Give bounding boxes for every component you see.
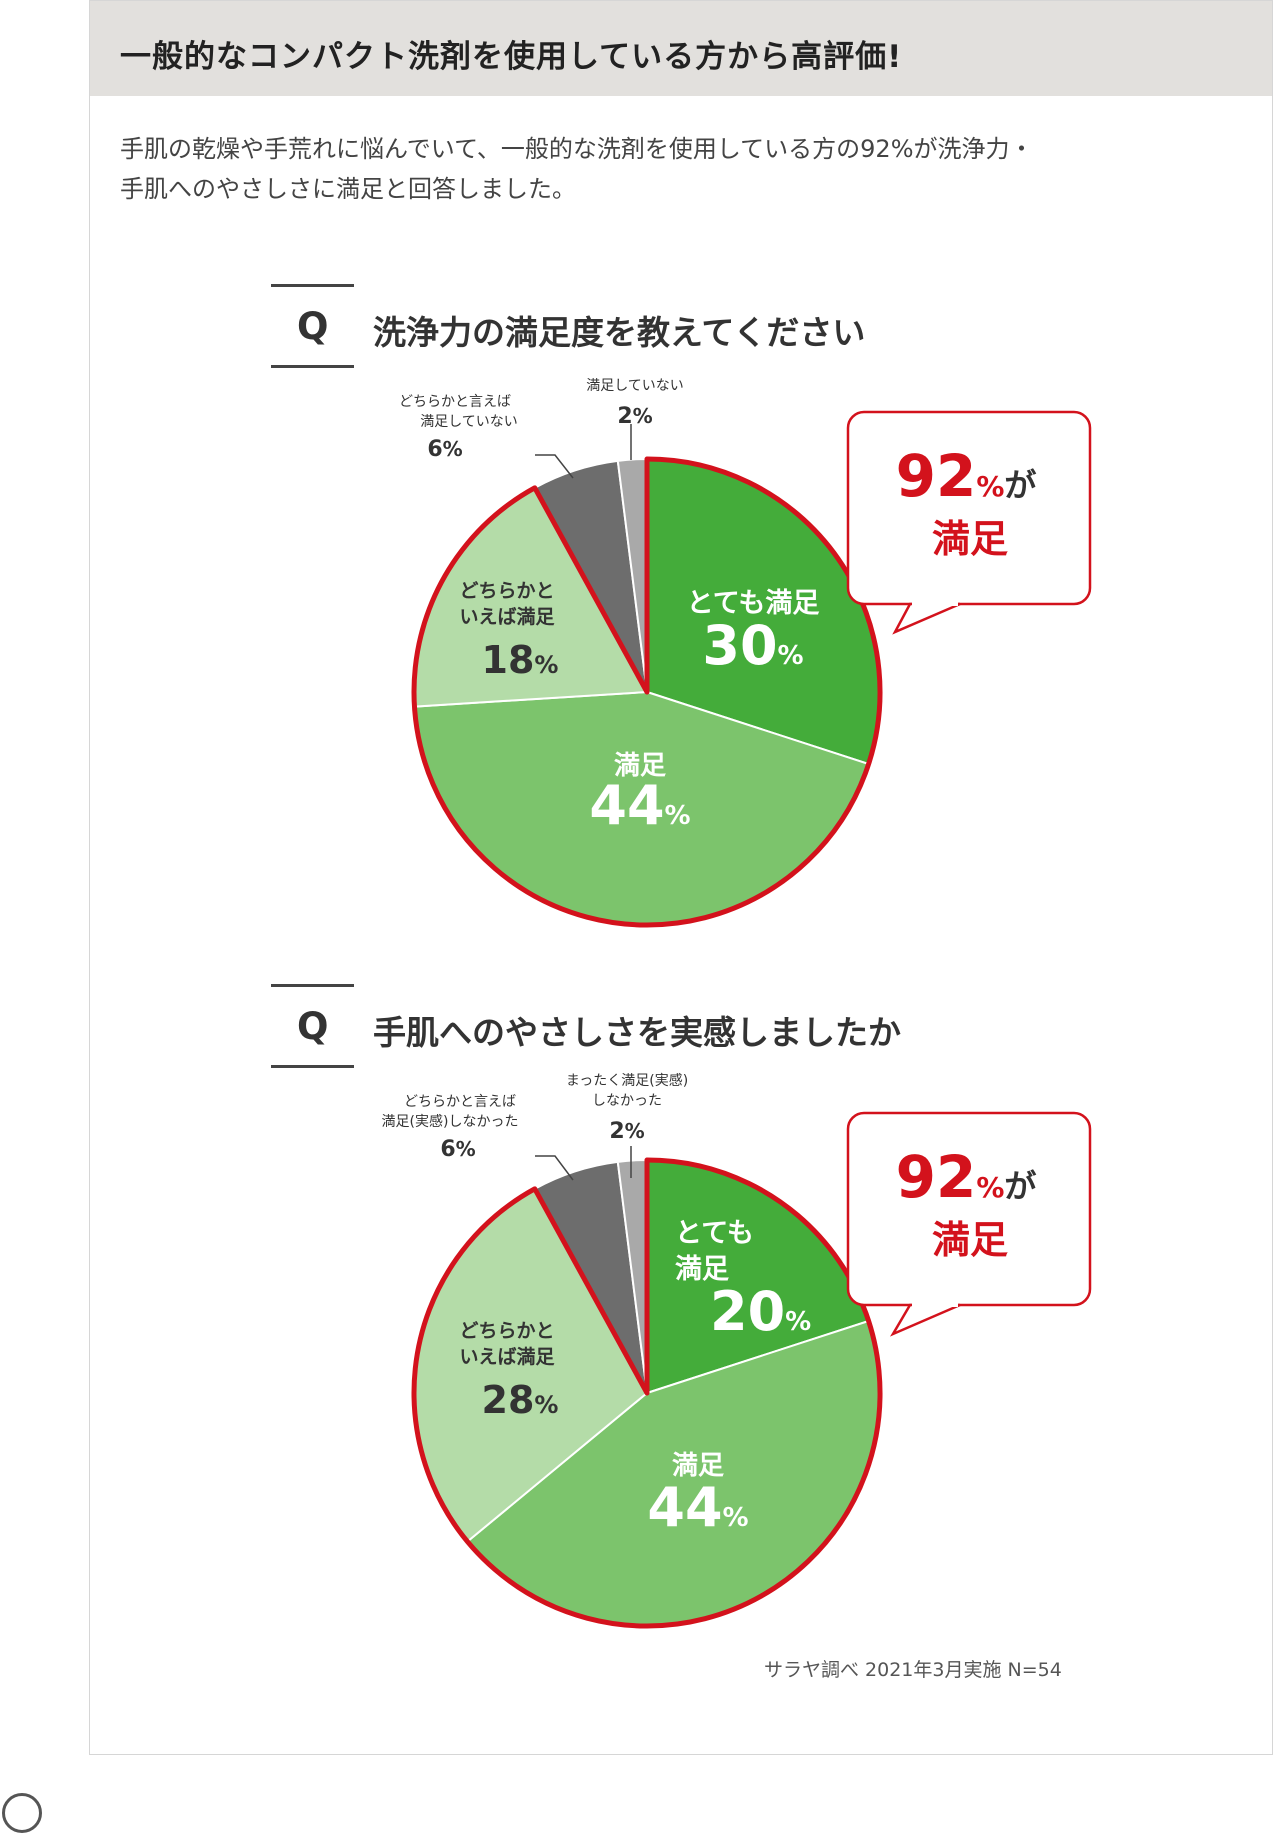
slice-label: とても満足 [687, 588, 820, 619]
slice-label: いえば満足 [459, 1346, 555, 1368]
slice-label: 満足 [672, 1451, 724, 1481]
slice-value: 18% [482, 638, 559, 682]
question-heading-1: Q 洗浄力の満足度を教えてください [271, 284, 911, 368]
slice-value: 44% [647, 1476, 748, 1539]
slice-label: しなかった [592, 1093, 662, 1109]
slice-value: 20% [710, 1280, 811, 1343]
panel-title: 一般的なコンパクト洗剤を使用している方から高評価! [120, 39, 903, 75]
callout-caption: 満足 [932, 1218, 1008, 1262]
intro-text: 手肌の乾燥や手荒れに悩んでいて、一般的な洗剤を使用している方の92%が洗浄力・ … [120, 129, 1240, 209]
leader-line [535, 1155, 574, 1181]
slice-label: いえば満足 [459, 606, 555, 628]
callout-box [846, 1111, 1092, 1307]
slice-value: 2% [609, 1119, 644, 1144]
callout-bubble: 92%が満足 [846, 1111, 1092, 1337]
question-mark: Q [297, 1005, 329, 1048]
slice-label: 満足(実感)しなかった [382, 1113, 519, 1130]
slice-label: とても [675, 1218, 754, 1249]
intro-line-2: 手肌へのやさしさに満足と回答しました。 [120, 175, 576, 203]
slice-label: 満足 [675, 1254, 729, 1285]
satisfied-outline [411, 456, 883, 928]
partial-circle-icon [2, 1793, 42, 1833]
callout-percent: 92%が [896, 1143, 1037, 1211]
question-rule-bottom [271, 1065, 354, 1068]
slice-label: どちらかと言えば [399, 394, 511, 410]
panel-header: 一般的なコンパクト洗剤を使用している方から高評価! [90, 1, 1272, 96]
question-heading-2: Q 手肌へのやさしさを実感しましたか [271, 984, 911, 1068]
callout-bubble: 92%が満足 [846, 410, 1092, 635]
question-title-1: 洗浄力の満足度を教えてください [373, 313, 866, 352]
callout-percent: 92%が [896, 442, 1037, 510]
slice-label: 満足 [614, 751, 666, 781]
survey-source: サラヤ調べ 2021年3月実施 N=54 [764, 1659, 1062, 1681]
intro-line-1: 手肌の乾燥や手荒れに悩んでいて、一般的な洗剤を使用している方の92%が洗浄力・ [120, 135, 1034, 163]
slice-label: どちらかと [459, 580, 554, 602]
leader-line [535, 454, 574, 479]
question-rule-bottom [271, 365, 354, 368]
slice-label: どちらかと言えば [404, 1094, 516, 1110]
question-rule-top [271, 284, 354, 287]
slice-label: 満足していない [420, 414, 518, 430]
slice-value: 28% [482, 1378, 559, 1422]
slice-value: 44% [589, 774, 690, 837]
satisfied-outline [411, 1157, 883, 1629]
question-mark: Q [297, 305, 329, 348]
slice-value: 6% [427, 437, 462, 462]
slice-label: どちらかと [459, 1320, 554, 1342]
pie-chart-1: とても満足30%満足44%どちらかといえば満足18%どちらかと言えば満足していな… [399, 378, 1092, 928]
slice-value: 6% [440, 1137, 475, 1162]
slice-label: まったく満足(実感) [566, 1072, 688, 1089]
callout-tail [892, 602, 961, 635]
callout-box [846, 410, 1092, 606]
slice-value: 30% [702, 614, 803, 677]
callout-tail [889, 1303, 961, 1337]
pie-chart-2: とても満足20%満足44%どちらかといえば満足28%どちらかと言えば満足(実感)… [382, 1072, 1092, 1629]
question-title-2: 手肌へのやさしさを実感しましたか [373, 1013, 901, 1052]
slice-value: 2% [617, 404, 652, 429]
callout-caption: 満足 [932, 517, 1008, 561]
question-rule-top [271, 984, 354, 987]
slice-label: 満足していない [586, 378, 684, 394]
